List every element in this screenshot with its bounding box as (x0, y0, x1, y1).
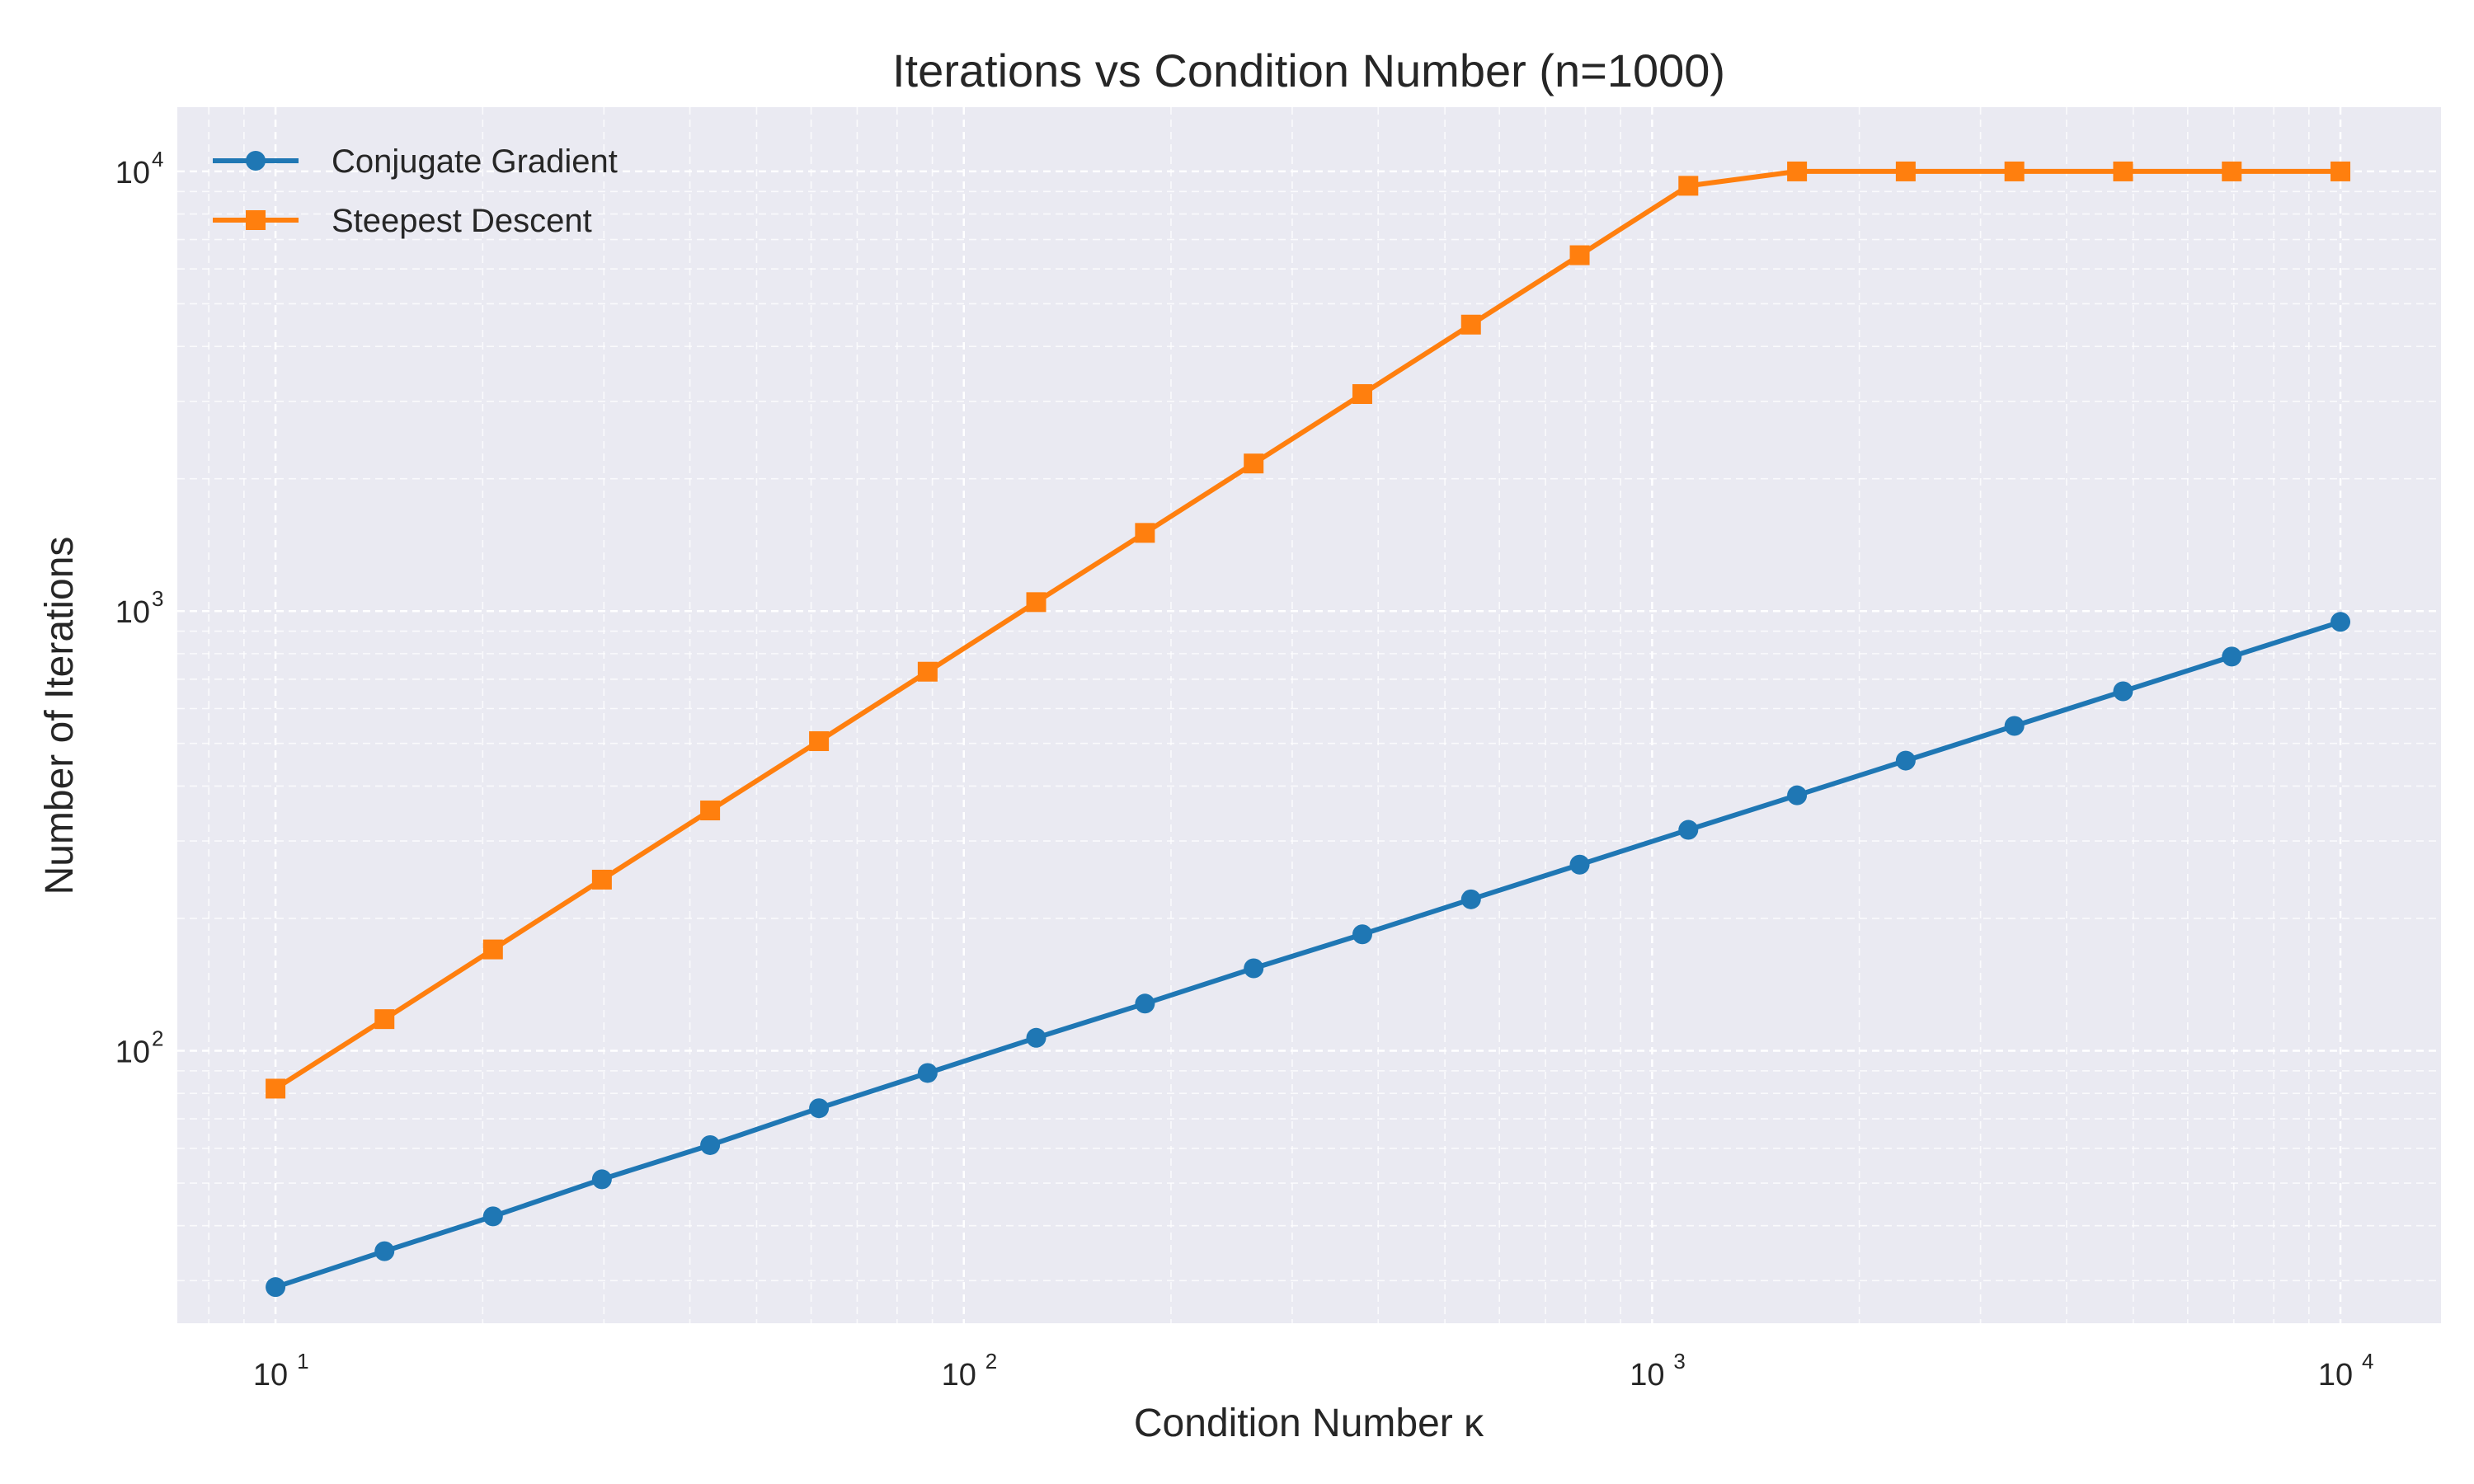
grid-lines (177, 107, 2441, 1323)
legend-item-steepest-descent: Steepest Descent (213, 203, 592, 239)
x-tick-label: 10 (1630, 1358, 1664, 1392)
data-point-conjugate-gradient (2222, 646, 2242, 667)
data-point-conjugate-gradient (591, 1169, 612, 1190)
x-tick-label: 10 (2318, 1358, 2353, 1392)
y-tick-label: 10 (115, 595, 150, 630)
data-point-steepest-descent (266, 1078, 286, 1099)
data-point-steepest-descent (1352, 383, 1372, 404)
legend-label-conjugate-gradient: Conjugate Gradient (332, 143, 618, 180)
series-line-steepest-descent (273, 168, 2343, 1092)
data-point-conjugate-gradient (482, 1206, 503, 1227)
data-point-conjugate-gradient (1678, 819, 1699, 840)
x-tick-label: 10 (253, 1358, 288, 1392)
data-point-conjugate-gradient (1460, 889, 1481, 909)
x-axis-label: Condition Number κ (1134, 1402, 1484, 1445)
data-point-conjugate-gradient (1569, 854, 1590, 875)
y-tick-exponent: 2 (152, 1026, 163, 1050)
x-tick-exponent: 2 (985, 1349, 997, 1374)
data-point-conjugate-gradient (1244, 958, 1264, 979)
y-tick-label: 10 (115, 156, 150, 190)
data-point-steepest-descent (1678, 176, 1699, 196)
legend-item-conjugate-gradient: Conjugate Gradient (213, 143, 618, 180)
x-tick-exponent: 4 (2362, 1349, 2373, 1374)
data-point-steepest-descent (1895, 161, 1916, 181)
x-tick-exponent: 3 (1673, 1349, 1685, 1374)
data-point-conjugate-gradient (266, 1277, 286, 1298)
data-point-steepest-descent (482, 939, 503, 960)
data-point-conjugate-gradient (374, 1241, 395, 1261)
series-steepest-descent (266, 161, 2351, 1099)
y-tick-exponent: 4 (152, 147, 163, 171)
data-point-conjugate-gradient (809, 1098, 830, 1119)
legend: Conjugate Gradient Steepest Descent (213, 143, 618, 239)
data-point-conjugate-gradient (2113, 681, 2133, 702)
data-point-steepest-descent (374, 1009, 395, 1030)
data-point-steepest-descent (1569, 245, 1590, 265)
data-point-steepest-descent (809, 730, 830, 751)
data-point-conjugate-gradient (1135, 993, 1155, 1014)
data-point-conjugate-gradient (2004, 716, 2025, 736)
x-tick-label: 10 (942, 1358, 976, 1392)
series-lines (266, 161, 2351, 1298)
y-axis-label: Number of Iterations (38, 537, 82, 895)
data-point-conjugate-gradient (700, 1134, 721, 1155)
legend-label-steepest-descent: Steepest Descent (332, 203, 592, 239)
series-conjugate-gradient (266, 612, 2351, 1298)
y-tick-label: 10 (115, 1035, 150, 1069)
data-point-steepest-descent (700, 801, 721, 821)
data-point-conjugate-gradient (1352, 924, 1372, 945)
data-point-steepest-descent (1244, 453, 1264, 474)
data-point-steepest-descent (2222, 161, 2242, 181)
tick-labels: 10 1 10 2 10 3 10 410 210 310 4 (115, 147, 2374, 1392)
data-point-steepest-descent (591, 869, 612, 890)
data-point-conjugate-gradient (1787, 785, 1808, 805)
data-point-steepest-descent (1460, 314, 1481, 335)
data-point-steepest-descent (2004, 161, 2025, 181)
data-point-steepest-descent (2113, 161, 2133, 181)
data-point-conjugate-gradient (917, 1063, 938, 1083)
data-point-steepest-descent (917, 661, 938, 682)
chart-title: Iterations vs Condition Number (n=1000) (892, 45, 1725, 96)
legend-marker-square-icon (246, 210, 266, 230)
series-line-conjugate-gradient (273, 619, 2343, 1290)
data-point-conjugate-gradient (1895, 750, 1916, 771)
data-point-steepest-descent (1135, 523, 1155, 543)
data-point-steepest-descent (1787, 161, 1808, 181)
legend-marker-circle-icon (246, 151, 266, 171)
data-point-conjugate-gradient (2331, 612, 2351, 632)
x-tick-exponent: 1 (297, 1349, 308, 1374)
data-point-conjugate-gradient (1026, 1027, 1047, 1048)
data-point-steepest-descent (2331, 161, 2351, 181)
data-point-steepest-descent (1026, 592, 1047, 613)
y-tick-exponent: 3 (152, 586, 163, 611)
plot-area (177, 107, 2441, 1323)
